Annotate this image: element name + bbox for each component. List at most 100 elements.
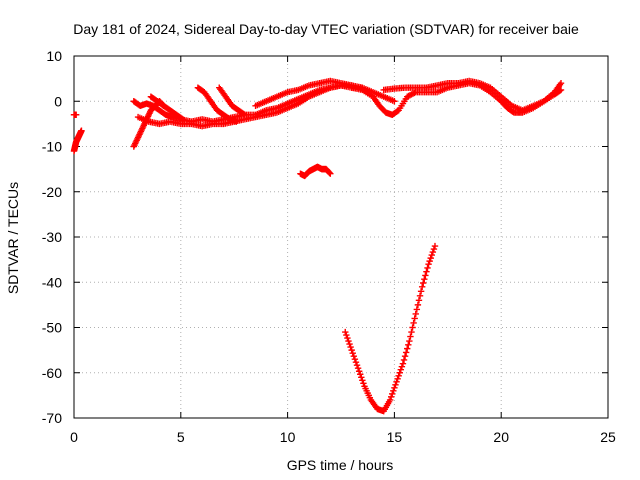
data-point [399, 360, 407, 367]
data-point [411, 315, 418, 322]
x-tick-label: 5 [177, 429, 185, 445]
data-point [344, 334, 351, 342]
grid-layer [74, 56, 608, 418]
x-axis-label: GPS time / hours [287, 457, 394, 473]
data-point [425, 260, 432, 268]
data-point [355, 368, 363, 375]
data-point [391, 98, 398, 105]
chart-title: Day 181 of 2024, Sidereal Day-to-day VTE… [73, 21, 579, 37]
data-point [349, 349, 356, 357]
y-tick-label: -30 [42, 229, 62, 245]
x-tick-label: 25 [600, 429, 616, 445]
data-point [414, 301, 422, 309]
data-point [343, 331, 350, 339]
data-point [401, 352, 409, 360]
x-tick-label: 10 [280, 429, 296, 445]
series-arc-5 [194, 84, 240, 125]
data-point [424, 264, 431, 272]
data-point [72, 111, 80, 119]
data-point [394, 375, 401, 382]
data-point [348, 346, 355, 354]
data-point [413, 306, 421, 313]
data-point [389, 390, 396, 398]
data-point [347, 343, 354, 351]
data-point [397, 366, 405, 373]
data-point [358, 374, 365, 381]
data-point [405, 341, 412, 349]
data-point [327, 170, 334, 177]
data-point [345, 337, 352, 345]
data-layer [70, 77, 565, 415]
data-point [428, 251, 435, 259]
series-arc-6 [216, 84, 249, 119]
y-tick-label: -40 [42, 274, 62, 290]
y-tick-label: -20 [42, 184, 62, 200]
data-point [396, 369, 403, 376]
data-point [326, 169, 333, 177]
data-point [233, 118, 240, 125]
data-point [391, 384, 398, 392]
data-point [387, 393, 395, 401]
data-point [395, 372, 402, 379]
axis-layer: 0 5 10 15 20 25 10 0 -10 -20 -30 -40 -50 -60 -70 [42, 48, 616, 445]
series-arc-10 [297, 163, 334, 180]
data-point [415, 297, 423, 304]
data-point [421, 276, 428, 283]
data-point [430, 245, 438, 253]
data-point [427, 254, 434, 262]
y-tick-label: -10 [42, 139, 62, 155]
data-point [357, 371, 364, 378]
data-point [386, 396, 394, 404]
x-tick-label: 0 [70, 429, 78, 445]
data-point [410, 319, 417, 327]
x-tick-label: 20 [493, 429, 509, 445]
data-point [400, 356, 408, 364]
data-point [557, 86, 565, 94]
data-point [416, 292, 424, 300]
data-point [556, 87, 564, 94]
series-arc-3 [134, 82, 366, 130]
data-point [354, 365, 362, 372]
data-point [350, 352, 358, 360]
data-point [392, 381, 399, 389]
y-tick-label: -60 [42, 365, 62, 381]
data-point [412, 310, 419, 318]
data-point [398, 363, 406, 370]
data-point [431, 242, 439, 250]
data-point [423, 268, 430, 275]
data-point [557, 79, 565, 87]
data-point [359, 377, 366, 384]
data-point [342, 328, 349, 336]
series-arc-start-b [70, 127, 85, 155]
series-arc-11 [342, 242, 439, 415]
data-point [360, 380, 367, 387]
data-point [241, 111, 249, 119]
data-point [406, 337, 413, 345]
data-point [420, 279, 427, 287]
y-tick-label: -70 [42, 410, 62, 426]
data-point [404, 345, 411, 352]
data-point [352, 358, 360, 366]
data-point [390, 387, 397, 395]
y-tick-label: 10 [46, 48, 62, 64]
data-point [418, 283, 426, 290]
data-point [179, 116, 187, 123]
series-arc-9 [380, 77, 565, 114]
data-point [353, 362, 361, 369]
x-tick-label: 15 [387, 429, 403, 445]
y-tick-label: -50 [42, 320, 62, 336]
data-point [393, 378, 400, 385]
data-point [402, 349, 410, 356]
data-point [346, 340, 353, 348]
data-point [409, 324, 416, 331]
data-point [422, 272, 429, 279]
data-point [178, 115, 186, 122]
data-point [429, 248, 437, 256]
y-tick-label: 0 [54, 93, 62, 109]
data-point [408, 328, 415, 336]
data-point [417, 288, 425, 295]
data-point [407, 333, 414, 340]
y-axis-label: SDTVAR / TECUs [5, 182, 21, 294]
data-point [426, 257, 433, 265]
